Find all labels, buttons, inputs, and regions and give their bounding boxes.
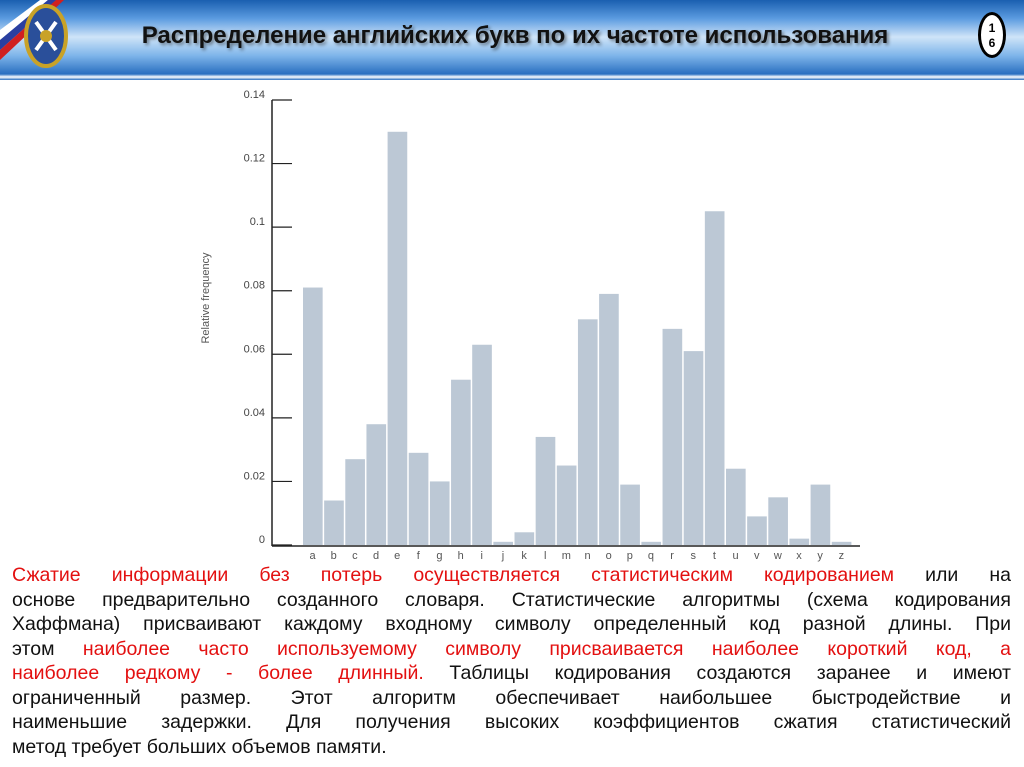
y-tick-label: 0.12	[244, 153, 265, 165]
bar-b	[324, 500, 344, 545]
y-axis-label: Relative frequency	[200, 252, 212, 344]
y-tick-label: 0.08	[244, 280, 265, 292]
bar-v	[747, 516, 767, 545]
body-text: метод требует больших объемов памяти.	[12, 735, 387, 758]
body-text: наименьшие задержки. Для получения высок…	[12, 711, 1011, 733]
y-tick-label: 0.04	[244, 407, 265, 419]
bar-y	[810, 484, 831, 545]
x-tick-label: p	[627, 550, 633, 562]
x-tick-label: b	[331, 550, 337, 562]
bar-p	[620, 484, 640, 545]
slide-number-top: 1	[988, 21, 996, 35]
bar-k	[514, 532, 535, 545]
bar-d	[366, 424, 387, 545]
x-tick-label: l	[544, 550, 546, 562]
x-tick-label: g	[436, 550, 442, 562]
paragraph-line: наиболее редкому - более длинный. Таблиц…	[12, 661, 1011, 686]
x-tick-label: e	[394, 550, 400, 562]
x-tick-label: d	[373, 550, 379, 562]
x-tick-label: u	[733, 550, 739, 562]
x-tick-label: z	[839, 550, 845, 562]
highlighted-text: наиболее часто используемому символу при…	[82, 637, 1011, 660]
bar-g	[429, 481, 450, 545]
body-text: основе предварительно созданного словаря…	[12, 588, 1011, 611]
letter-frequency-chart: a b c d e f g h i j k l m n o p q r s t u v w x y z 0 0.02 0.04 0.06 0…	[200, 89, 860, 562]
description-paragraph: Сжатие информации без потерь осуществляе…	[12, 563, 1011, 759]
slide-header	[0, 0, 1024, 74]
y-tick-label: 0.02	[244, 470, 265, 482]
bar-m	[556, 465, 577, 545]
slide-number-badge: 1 6	[978, 12, 1006, 58]
x-tick-label: t	[713, 550, 716, 562]
paragraph-line: этом наиболее часто используемому символ…	[12, 637, 1011, 662]
x-tick-label: f	[417, 550, 421, 562]
bar-l	[535, 436, 556, 545]
y-tick-label: 0.1	[250, 216, 265, 228]
bar-a	[303, 287, 323, 545]
paragraph-line: наименьшие задержки. Для получения высок…	[12, 710, 1011, 735]
body-text: этом	[12, 637, 83, 660]
bar-w	[768, 497, 788, 545]
bar-x	[789, 538, 810, 545]
x-tick-label: w	[773, 550, 782, 562]
x-tick-label: i	[481, 550, 483, 562]
x-tick-label: a	[310, 550, 317, 562]
bar-i	[472, 344, 492, 545]
x-tick-label: x	[796, 550, 802, 562]
x-tick-label: k	[521, 550, 527, 562]
x-tick-label: s	[691, 550, 697, 562]
x-tick-label: o	[606, 550, 612, 562]
body-text: ограниченный размер. Этот алгоритм обесп…	[12, 686, 1011, 709]
y-tick-label: 0	[259, 534, 265, 546]
bar-z	[831, 541, 852, 545]
y-tick-label: 0.14	[244, 89, 265, 101]
bar-c	[345, 459, 365, 545]
y-tick-label: 0.06	[244, 343, 265, 355]
bar-q	[641, 541, 662, 545]
bar-f	[408, 452, 429, 545]
x-tick-label: r	[670, 550, 674, 562]
bar-n	[577, 319, 598, 545]
x-tick-label: v	[754, 550, 760, 562]
paragraph-line: Хаффмана) присваивают каждому входному с…	[12, 612, 1011, 637]
bar-r	[662, 328, 683, 545]
paragraph-line: метод требует больших объемов памяти.	[12, 735, 1011, 760]
bar-o	[599, 293, 619, 545]
bar-e	[387, 131, 408, 545]
body-text: Хаффмана) присваивают каждому входному с…	[12, 613, 1011, 635]
slide-title: Распределение английских букв по их част…	[141, 22, 889, 49]
paragraph-line: Сжатие информации без потерь осуществляе…	[12, 563, 1011, 588]
x-tick-label: q	[648, 550, 654, 562]
body-text: или на	[894, 564, 1011, 586]
x-tick-label: h	[458, 550, 464, 562]
x-tick-label: j	[501, 550, 504, 562]
bar-h	[451, 379, 471, 545]
bar-s	[683, 351, 704, 545]
body-text: Таблицы кодирования создаются заранее и …	[423, 662, 1011, 684]
highlighted-text: наиболее редкому - более длинный.	[12, 662, 424, 684]
bar-t	[704, 211, 725, 545]
paragraph-line: основе предварительно созданного словаря…	[12, 588, 1011, 613]
x-tick-label: m	[562, 550, 571, 562]
x-tick-label: y	[817, 550, 823, 562]
bar-j	[493, 541, 513, 545]
military-emblem-icon	[0, 0, 68, 68]
x-tick-label: c	[352, 550, 358, 562]
highlighted-text: Сжатие информации без потерь осуществляе…	[12, 564, 895, 586]
x-tick-label: n	[584, 550, 590, 562]
paragraph-line: ограниченный размер. Этот алгоритм обесп…	[12, 686, 1011, 711]
bar-u	[726, 468, 746, 545]
header-divider	[0, 74, 1024, 80]
slide-number-bottom: 6	[988, 36, 996, 50]
